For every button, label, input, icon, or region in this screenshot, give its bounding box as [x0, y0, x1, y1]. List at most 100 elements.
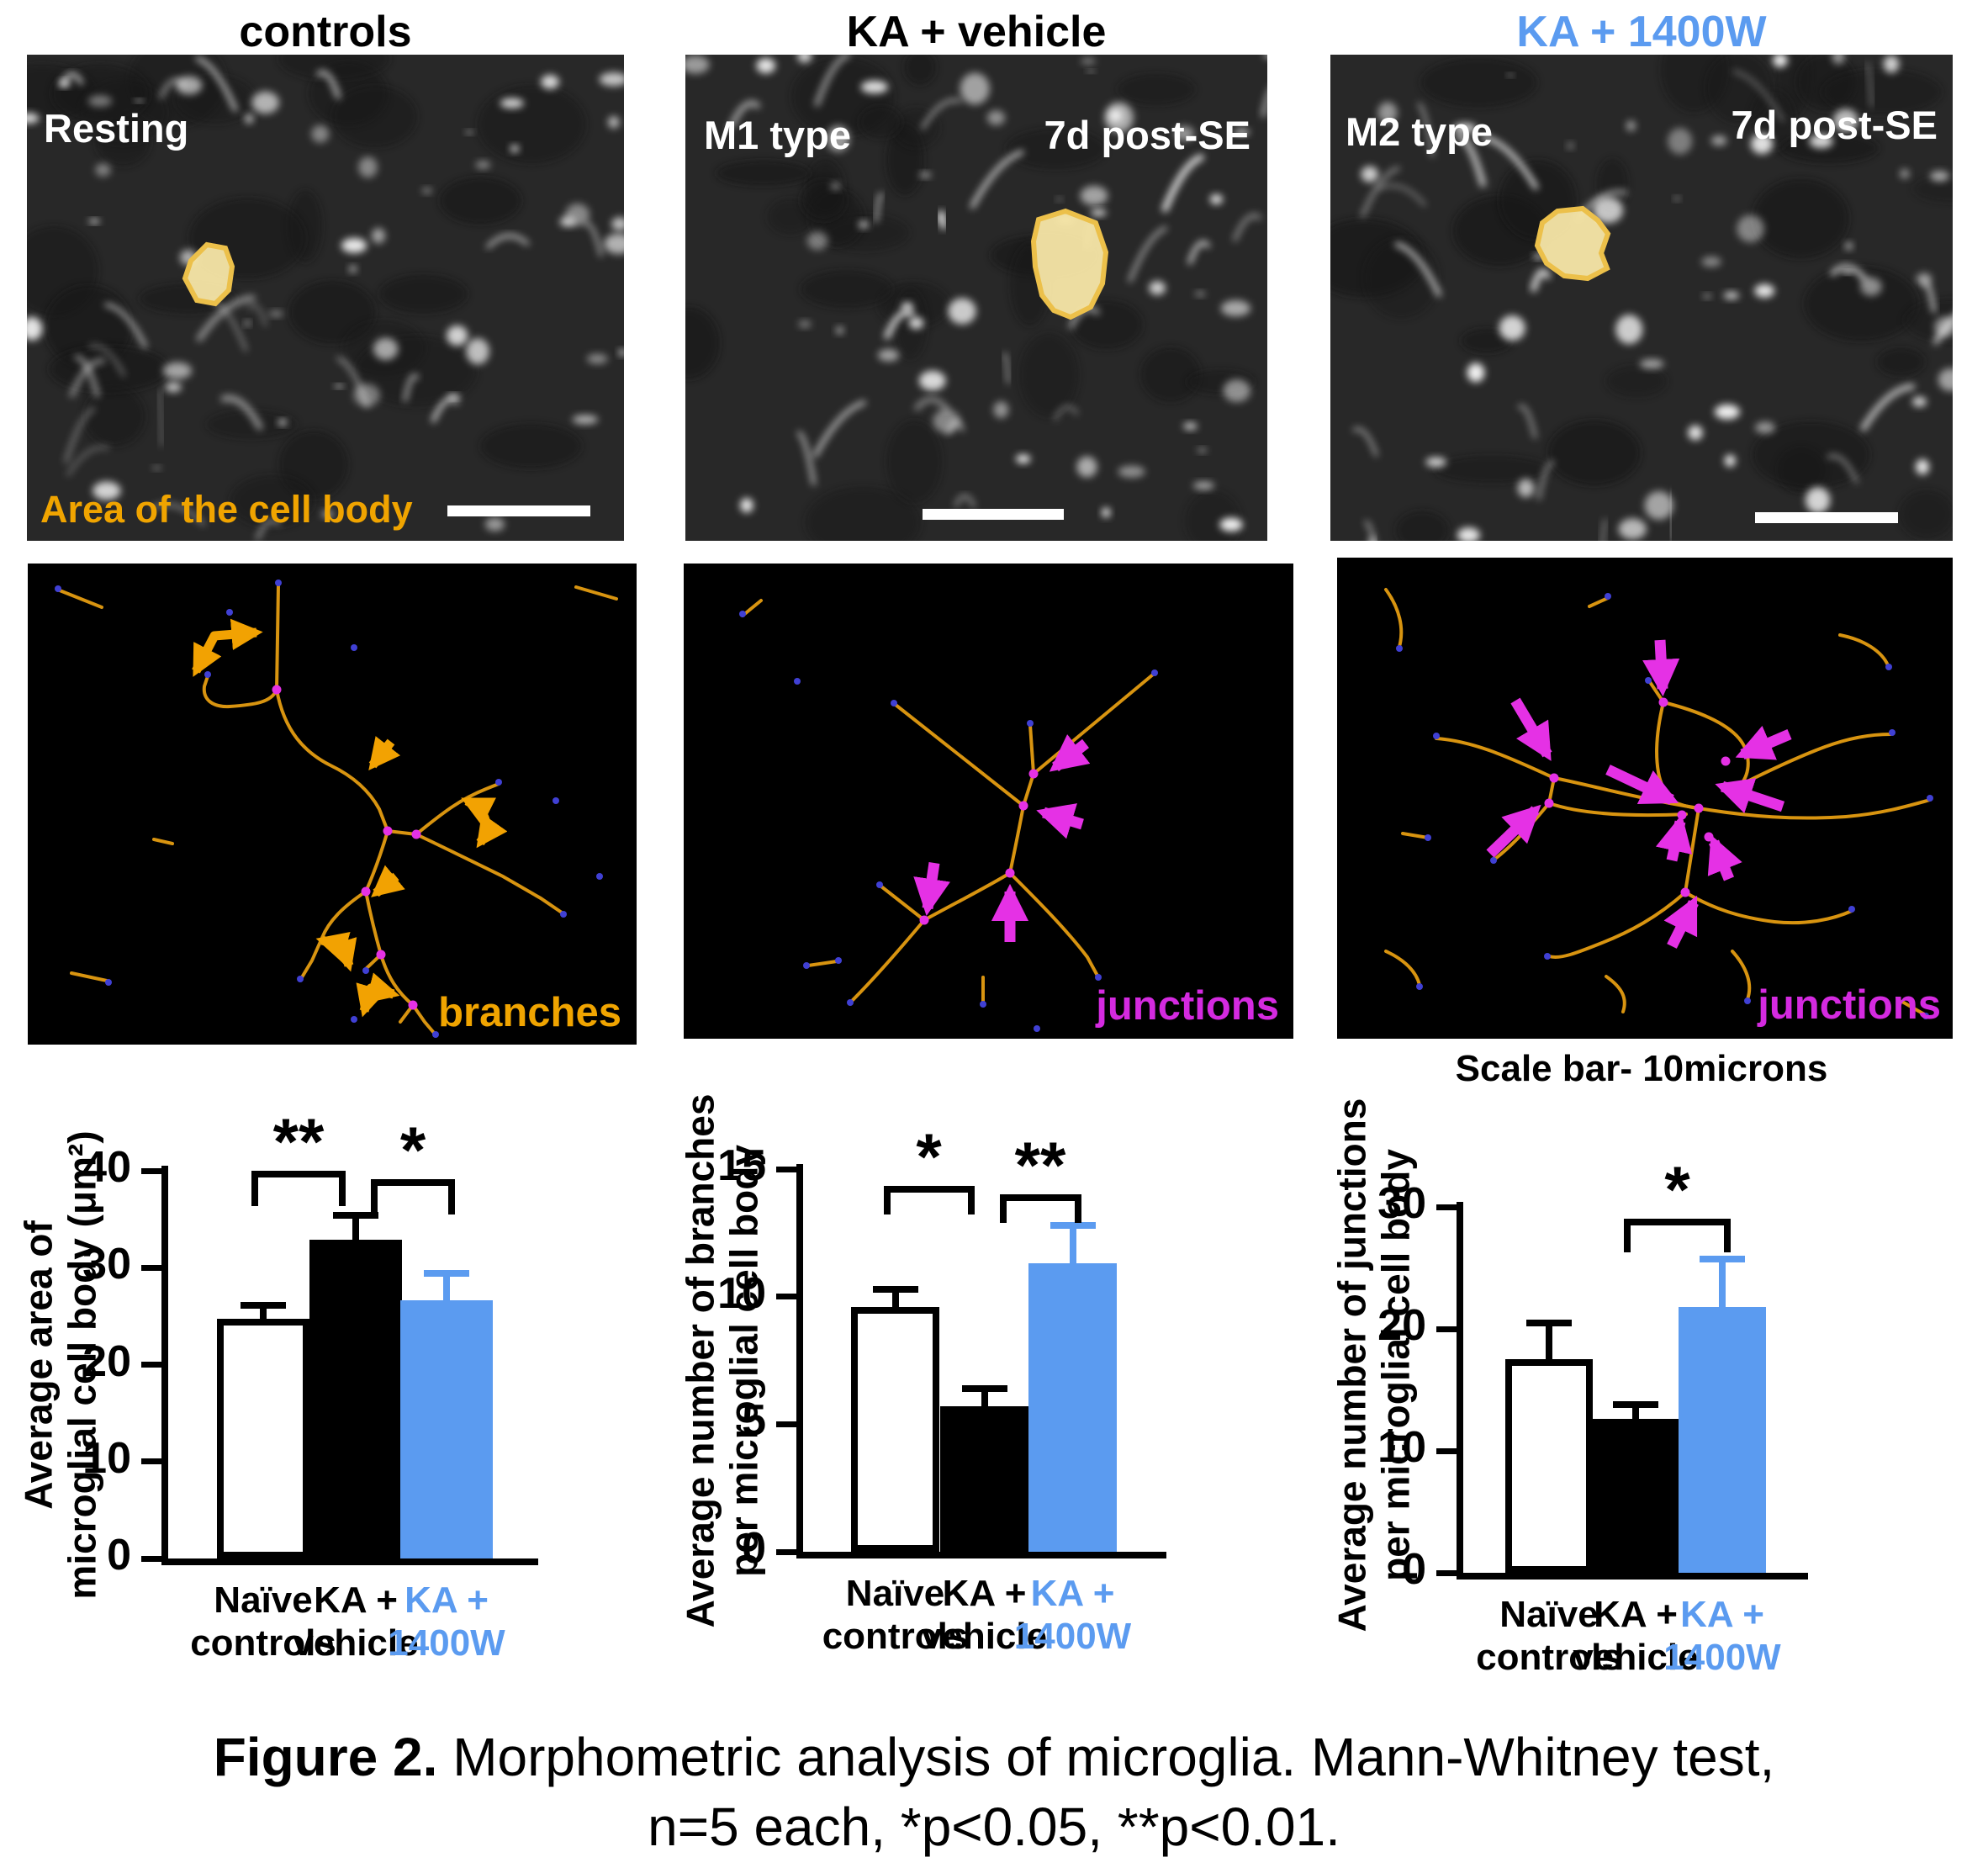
ellipse-shape — [466, 338, 489, 365]
ellipse-shape — [1618, 518, 1647, 540]
ellipse-shape — [1674, 196, 1680, 201]
ellipse-shape — [1626, 120, 1636, 131]
circle-shape — [105, 979, 112, 986]
circle-shape — [1095, 974, 1102, 981]
path-shape — [70, 971, 108, 982]
circle-shape — [553, 797, 559, 804]
circle-shape — [55, 585, 61, 592]
x-label-line-2: vehicle — [921, 1615, 1048, 1657]
y-tick-label: 0 — [1402, 1545, 1426, 1594]
path-shape — [850, 918, 926, 1003]
ellipse-shape — [1467, 362, 1485, 383]
y-tick-mark — [141, 1264, 161, 1271]
path-shape — [1261, 91, 1267, 118]
circle-shape — [803, 962, 810, 969]
plot-area: 0 10 20 30 Naïve controls KA + vehicle KA +1400W… — [1377, 1152, 1808, 1678]
ellipse-shape — [858, 220, 870, 229]
scale-bar — [923, 509, 1064, 520]
path-shape — [1028, 723, 1035, 775]
ellipse-shape — [798, 320, 812, 328]
ellipse-shape — [1420, 57, 1538, 108]
ellipse-shape — [1507, 73, 1514, 77]
error-bar-cap — [241, 1302, 286, 1310]
ellipse-shape — [82, 385, 146, 447]
ellipse-shape — [806, 231, 828, 251]
path-shape — [315, 932, 357, 972]
scale-bar-note: Scale bar- 10microns — [1455, 1048, 1828, 1089]
circle-shape — [835, 957, 842, 964]
x-category-label: KA +1400W — [388, 1580, 505, 1664]
circle-shape — [739, 611, 746, 617]
ellipse-shape — [1752, 421, 1870, 489]
x-label-line-2: 1400W — [388, 1622, 505, 1664]
x-label-line-2: controls — [190, 1622, 336, 1664]
circle-shape — [1927, 795, 1933, 802]
ellipse-shape — [371, 228, 386, 244]
ellipse-shape — [1149, 281, 1166, 295]
ellipse-shape — [331, 85, 418, 148]
path-shape — [1588, 596, 1610, 608]
y-axis-line-2: per microglial cell body — [722, 1144, 766, 1577]
path-shape — [368, 736, 401, 771]
path-shape — [1901, 1000, 1927, 1017]
branch-arrows — [192, 618, 508, 1018]
junction-arrows — [913, 734, 1091, 942]
circle-shape — [272, 685, 282, 695]
bar-naïve-controls — [1505, 1359, 1593, 1573]
bar-ka +-vehicle — [1592, 1419, 1679, 1573]
circle-shape — [1034, 1025, 1040, 1032]
ellipse-shape — [1737, 214, 1764, 243]
micro-label-area: Area of the cell body — [40, 488, 413, 531]
x-category-label: KA + vehicle — [1573, 1594, 1698, 1679]
error-bar-cap — [424, 1270, 469, 1278]
ellipse-shape — [93, 481, 121, 500]
ellipse-shape — [1234, 129, 1250, 136]
path-shape — [913, 862, 951, 917]
ellipse-shape — [1900, 169, 1910, 179]
ellipse-shape — [740, 498, 753, 513]
bar-ka +-1400w — [1028, 1263, 1117, 1552]
ellipse-shape — [586, 353, 608, 364]
path-shape — [1377, 183, 1426, 207]
circle-shape — [1680, 887, 1690, 897]
ellipse-shape — [1087, 70, 1095, 73]
y-tick-mark — [1436, 1204, 1457, 1210]
circle-shape — [351, 644, 357, 651]
micrograph-controls: Resting Area of the cell body — [27, 55, 624, 541]
ellipse-shape — [477, 84, 587, 164]
skeleton-label: junctions — [1095, 983, 1279, 1029]
ellipse-shape — [1938, 368, 1953, 392]
skeleton-label: branches — [438, 990, 621, 1035]
path-shape — [1482, 135, 1539, 190]
y-tick-label: 30 — [1377, 1179, 1426, 1228]
endpoint-dots — [1396, 593, 1933, 1019]
x-label-line-1: Naïve — [214, 1580, 313, 1621]
ellipse-shape — [480, 423, 582, 469]
circle-shape — [1677, 810, 1687, 820]
ellipse-shape — [919, 172, 932, 178]
significance-bracket — [371, 1179, 455, 1214]
path-shape — [364, 890, 383, 956]
ellipse-shape — [1395, 511, 1449, 541]
ellipse-shape — [1567, 142, 1574, 150]
path-shape — [1187, 241, 1211, 265]
ellipse-shape — [1361, 166, 1379, 183]
circle-shape — [1605, 593, 1611, 600]
micro-texture — [685, 55, 1267, 541]
path-shape — [1731, 950, 1752, 1001]
path-shape — [1838, 633, 1890, 667]
path-shape — [336, 357, 369, 408]
path-shape — [461, 796, 508, 849]
significance-stars: ** — [1014, 1128, 1066, 1202]
ellipse-shape — [908, 317, 924, 330]
path-shape — [66, 446, 110, 477]
ellipse-shape — [1605, 365, 1668, 398]
chart-cell-body-area: Average area of microglial cell body (μm²… — [0, 1104, 656, 1695]
path-shape — [60, 72, 83, 87]
ellipse-shape — [1916, 273, 1932, 285]
ellipse-shape — [1018, 332, 1080, 418]
error-bar-line — [1069, 1225, 1076, 1264]
junction-dots — [919, 769, 1039, 925]
skeleton-junctions-panel-vehicle: junctions — [684, 564, 1293, 1039]
